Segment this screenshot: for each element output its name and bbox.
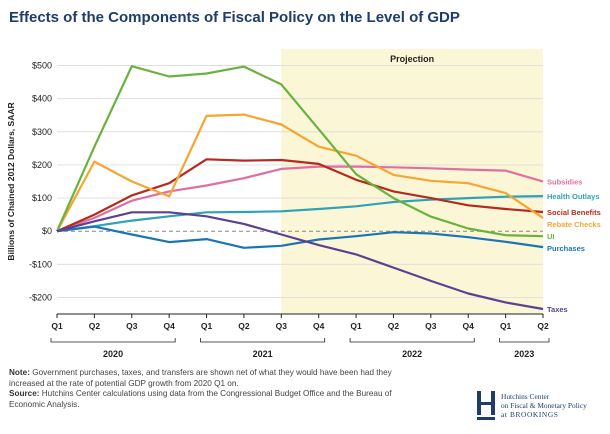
logo-line3: at BROOKINGS — [501, 410, 559, 420]
series-label-ui: UI — [547, 232, 555, 241]
source-label: Source: — [9, 389, 40, 399]
line-chart: Projection -$200 -$100 $0 $100 $200 $300 $400 $5… — [6, 49, 601, 359]
x-tick-label: Q1 — [500, 321, 512, 331]
series-line-ui — [55, 65, 544, 238]
projection-region — [281, 49, 543, 314]
x-tick-label: Q2 — [388, 321, 400, 331]
series-line-social-benefits — [56, 158, 544, 233]
x-tick-label: Q1 — [350, 321, 362, 331]
y-tick-label: $400 — [32, 94, 52, 104]
x-tick-label: Q3 — [425, 321, 437, 331]
x-tick-label: Q2 — [238, 321, 250, 331]
projection-label: Projection — [390, 54, 434, 64]
note-label: Note: — [9, 368, 30, 377]
y-tick-label: -$100 — [29, 259, 52, 269]
x-tick-label: Q1 — [51, 321, 63, 331]
y-tick-label: $100 — [32, 193, 52, 203]
series-line-taxes — [56, 211, 544, 311]
year-bracket — [349, 338, 475, 343]
hutchins-logo-icon — [477, 391, 497, 421]
series-line-rebate-checks — [56, 113, 544, 232]
series-label-subsidies: Subsidies — [547, 178, 582, 187]
year-bracket — [200, 338, 326, 343]
x-tick-label: Q4 — [463, 321, 475, 331]
y-tick-label: $200 — [32, 160, 52, 170]
y-tick-label: $500 — [32, 61, 52, 71]
year-label: 2020 — [103, 349, 123, 359]
y-axis-label: Billions of Chained 2012 Dollars, SAAR — [6, 102, 16, 260]
series-line-purchases — [56, 225, 544, 249]
series-label-rebate-checks: Rebate Checks — [547, 220, 601, 229]
x-tick-label: Q3 — [276, 321, 288, 331]
series-line-health-outlays — [56, 195, 544, 233]
series-label-purchases: Purchases — [547, 244, 585, 253]
year-label: 2021 — [253, 349, 273, 359]
series-line-subsidies — [56, 165, 544, 233]
note-text: Government purchases, taxes, and transfe… — [9, 368, 392, 388]
chart-title: Effects of the Components of Fiscal Poli… — [9, 9, 460, 26]
x-tick-label: Q4 — [313, 321, 325, 331]
y-tick-label: $0 — [42, 226, 52, 236]
logo-line2: on Fiscal & Monetary Policy — [501, 401, 587, 411]
year-label: 2023 — [514, 349, 534, 359]
x-tick-label: Q2 — [89, 321, 101, 331]
y-tick-label: $300 — [32, 127, 52, 137]
x-tick-label: Q2 — [537, 321, 549, 331]
x-tick-label: Q4 — [163, 321, 175, 331]
y-tick-label: -$200 — [29, 292, 52, 302]
chart-notes: Note: Government purchases, taxes, and t… — [9, 368, 409, 410]
x-tick-label: Q1 — [201, 321, 213, 331]
brookings-logo: Hutchins Center on Fiscal & Monetary Pol… — [477, 391, 607, 423]
logo-line1: Hutchins Center — [501, 392, 550, 401]
year-bracket — [499, 338, 550, 343]
series-label-taxes: Taxes — [547, 305, 568, 314]
series-label-health-outlays: Health Outlays — [547, 192, 600, 201]
year-label: 2022 — [402, 349, 422, 359]
year-bracket — [50, 338, 176, 343]
x-tick-label: Q3 — [126, 321, 138, 331]
series-label-social-benefits: Social Benefits — [547, 208, 601, 217]
source-text: Hutchins Center calculations using data … — [9, 389, 392, 409]
